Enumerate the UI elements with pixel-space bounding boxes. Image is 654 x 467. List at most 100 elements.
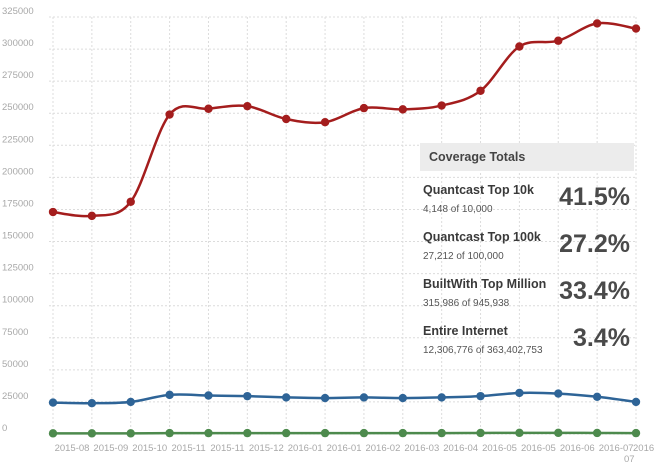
y-tick-label: 250000 [2, 102, 34, 113]
y-tick-label: 175000 [2, 198, 34, 209]
x-tick-label: 2016-03 [404, 443, 439, 454]
y-tick-label: 0 [2, 423, 7, 434]
series-1-point [48, 398, 58, 407]
y-tick-label: 300000 [2, 38, 34, 49]
x-tick-label: 2015-10 [132, 443, 167, 454]
stat-name: Quantcast Top 10k [423, 183, 534, 197]
series-1-point [87, 399, 97, 408]
x-tick-label: 2016 [633, 443, 654, 454]
x-tick-label: 2016-06 [560, 443, 595, 454]
series-1-point [515, 388, 524, 398]
panel-title: Coverage Totals [420, 143, 634, 171]
x-tick-label: 2016-04 [443, 443, 478, 454]
y-tick-label: 225000 [2, 134, 34, 145]
series-0-point [476, 86, 485, 95]
series-0-point [204, 104, 213, 113]
series-1-point [476, 391, 485, 401]
series-0-point [126, 197, 135, 206]
stat-detail: 27,212 of 100,000 [423, 251, 504, 262]
series-2-point [320, 428, 330, 438]
series-1-point [204, 391, 213, 400]
y-tick-label: 325000 [2, 6, 34, 17]
series-2-point [165, 428, 174, 438]
stat-builtwith-top-million: BuiltWith Top Million 315,986 of 945,938… [420, 275, 634, 322]
series-1-point [126, 397, 135, 407]
y-tick-label: 50000 [2, 359, 28, 370]
series-1-point [631, 397, 641, 407]
x-tick-label: 2015-11 [172, 443, 206, 454]
stat-entire-internet: Entire Internet 12,306,776 of 363,402,75… [420, 322, 634, 369]
y-tick-label: 25000 [2, 391, 28, 402]
x-tick-label: 2016-05 [521, 443, 556, 454]
stat-quantcast-top-100k: Quantcast Top 100k 27,212 of 100,000 27.… [420, 228, 634, 275]
series-2-point [282, 428, 291, 438]
y-tick-label: 100000 [2, 295, 34, 306]
stat-percentage: 33.4% [559, 277, 630, 305]
series-line-0 [52, 21, 637, 218]
series-2-point [554, 428, 563, 438]
stat-detail: 12,306,776 of 363,402,753 [423, 345, 543, 356]
series-2-point [243, 428, 252, 438]
x-tick-label: 2015-12 [249, 443, 284, 454]
series-2-point [515, 428, 524, 438]
series-1-point [243, 391, 252, 401]
series-2-point [359, 428, 369, 438]
series-0-point [282, 114, 291, 124]
series-line-2 [52, 431, 637, 435]
series-line-1 [52, 391, 637, 405]
series-1-point [320, 393, 330, 403]
coverage-totals-panel: Coverage Totals Quantcast Top 10k 4,148 … [420, 143, 634, 369]
series-2-point [592, 428, 602, 438]
series-0-point [320, 118, 330, 127]
stat-percentage: 27.2% [559, 230, 630, 258]
series-1-point [398, 393, 407, 403]
y-tick-label: 200000 [2, 166, 34, 177]
x-tick-label: 2016-01 [327, 443, 362, 454]
stat-quantcast-top-10k: Quantcast Top 10k 4,148 of 10,000 41.5% [420, 181, 634, 228]
stat-name: Entire Internet [423, 324, 508, 338]
y-tick-label: 275000 [2, 70, 34, 81]
series-1-point [282, 393, 291, 402]
series-2-point [437, 428, 446, 438]
series-2-point [476, 428, 485, 438]
series-2-point [631, 428, 641, 438]
stat-name: Quantcast Top 100k [423, 230, 541, 244]
x-tick-label: 2016-01 [288, 443, 323, 454]
y-tick-label: 150000 [2, 231, 34, 242]
series-0-point [48, 207, 58, 217]
series-0-point [87, 211, 97, 221]
x-tick-label: 2016-02 [365, 443, 400, 454]
series-2-point [204, 428, 213, 438]
series-0-point [243, 101, 252, 111]
y-tick-label: 125000 [2, 263, 34, 274]
x-tick-label: 2015-09 [93, 443, 128, 454]
stat-percentage: 3.4% [573, 324, 630, 352]
series-1-point [592, 392, 602, 401]
series-2-point [398, 428, 407, 438]
series-1-point [359, 393, 369, 402]
series-0-point [359, 103, 369, 113]
series-0-point [398, 105, 407, 114]
x-tick-label: 2015-08 [55, 443, 90, 454]
series-1-point [437, 393, 446, 402]
x-tick-label: 07 [624, 454, 635, 465]
series-2-point [48, 429, 58, 438]
series-0-point [515, 42, 524, 51]
stat-detail: 4,148 of 10,000 [423, 204, 493, 215]
stat-detail: 315,986 of 945,938 [423, 298, 510, 309]
x-tick-label: 2016-05 [482, 443, 517, 454]
series-2-point [126, 429, 135, 438]
series-0-point [631, 24, 641, 33]
series-1-point [165, 390, 174, 400]
stat-name: BuiltWith Top Million [423, 277, 547, 291]
series-1-point [554, 389, 563, 398]
x-tick-label: 2016-07 [599, 443, 634, 454]
stat-percentage: 41.5% [559, 183, 630, 211]
series-2-point [87, 429, 97, 438]
series-0-point [437, 101, 446, 110]
series-0-point [165, 110, 174, 119]
series-0-point [554, 36, 563, 45]
series-0-point [592, 19, 602, 28]
y-tick-label: 75000 [2, 327, 28, 338]
